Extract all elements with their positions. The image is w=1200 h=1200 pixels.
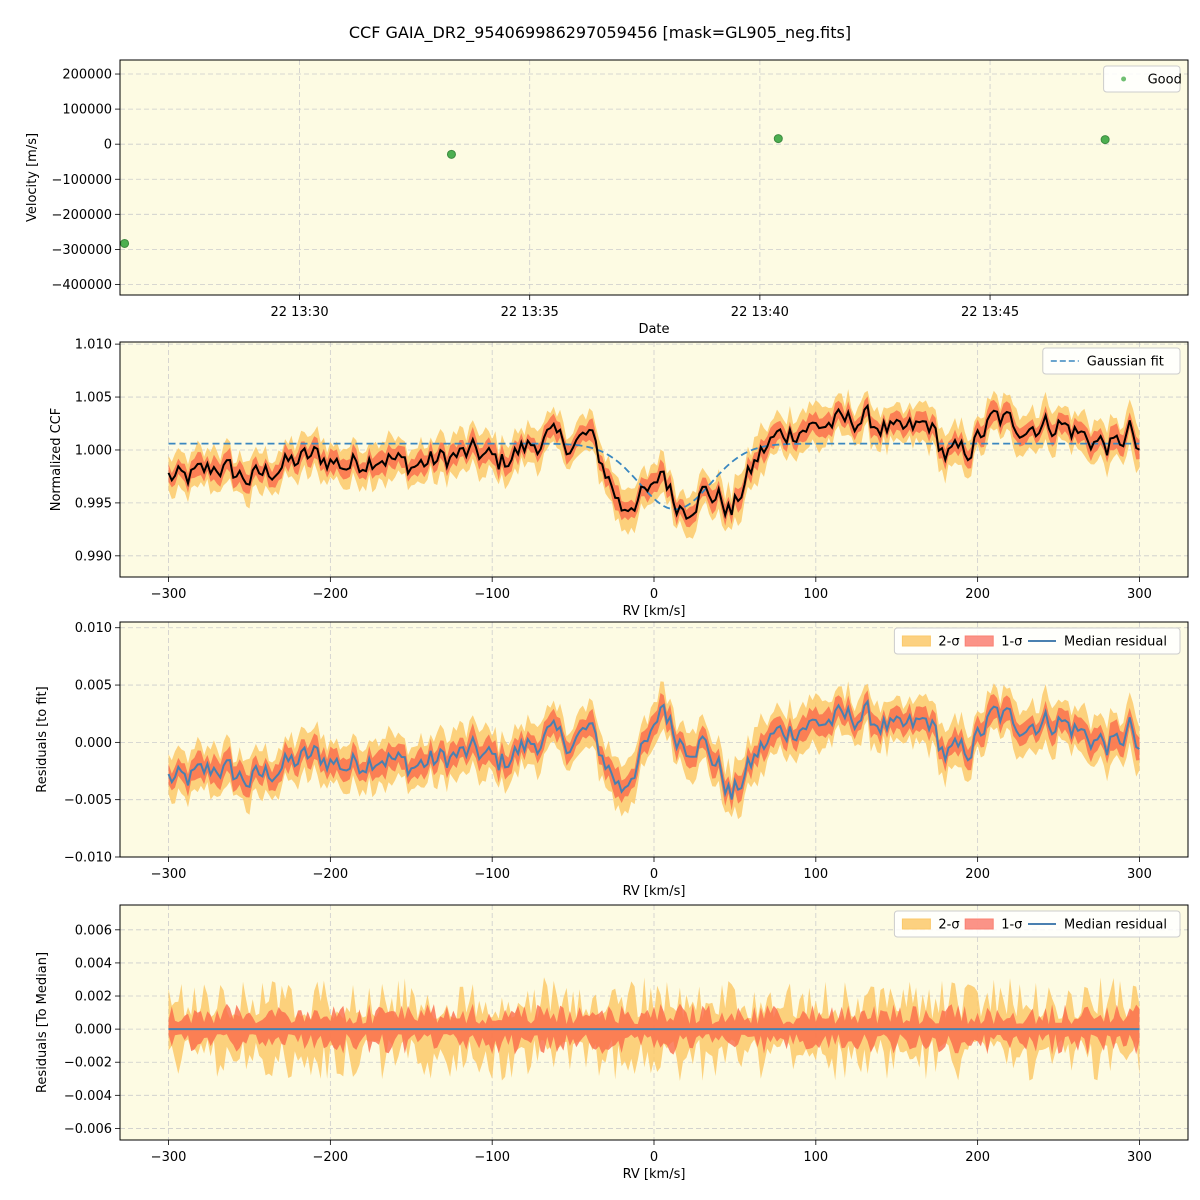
y-tick-label: 0.995: [75, 496, 112, 511]
legend: Good: [1103, 65, 1182, 93]
x-tick-label: 200: [965, 1150, 990, 1165]
x-tick-label: 22 13:35: [501, 305, 559, 320]
legend-marker: [901, 918, 931, 930]
x-tick-label: 22 13:30: [270, 305, 328, 320]
legend-label: 2-σ: [938, 635, 959, 650]
velocity-point: [446, 149, 456, 159]
axes-frame: [119, 59, 1189, 296]
panel-ccf: −300 −200 −100 0 100 200 300 0.990 0.995 1.000 1.0…: [49, 338, 1189, 619]
y-tick-label: −400000: [51, 278, 112, 293]
y-tick-label: 0.004: [75, 956, 112, 971]
axes-frame: [119, 621, 1189, 858]
x-tick-label: −300: [151, 867, 187, 882]
legend: 2-σ 1-σ Median residual: [893, 627, 1181, 655]
legend: Gaussian fit: [1042, 347, 1181, 375]
y-tick-label: −0.006: [64, 1122, 112, 1137]
x-tick-label: 200: [965, 867, 990, 882]
median-residual-line: [167, 698, 1140, 800]
y-tick-label: −200000: [51, 208, 112, 223]
axes-frame: [119, 904, 1189, 1141]
panel-velocity: 22 13:30 22 13:35 22 13:40 22 13:45 −400000 −…: [25, 59, 1189, 337]
y-tick-label: 200000: [62, 68, 112, 83]
y-tick-label: −0.005: [64, 793, 112, 808]
y-tick-label: −0.010: [64, 851, 112, 866]
y-tick-label: 0.005: [75, 679, 112, 694]
x-axis-label: RV [km/s]: [623, 1167, 686, 1182]
y-axis-label: Velocity [m/s]: [25, 133, 40, 222]
x-axis-label: RV [km/s]: [623, 884, 686, 899]
x-tick-label: −200: [313, 867, 349, 882]
velocity-point: [773, 134, 783, 144]
x-tick-label: −100: [474, 867, 510, 882]
ccf-1sigma-band: [168, 396, 1140, 528]
x-tick-label: −100: [474, 587, 510, 602]
y-axis-label: Residuals [To Median]: [35, 952, 50, 1093]
x-tick-label: 0: [650, 867, 658, 882]
x-axis-label: Date: [638, 322, 669, 337]
y-tick-label: 0.006: [75, 923, 112, 938]
x-axis-label: RV [km/s]: [623, 604, 686, 619]
x-tick-label: 100: [803, 867, 828, 882]
legend-marker: [964, 635, 994, 647]
y-tick-label: −0.004: [64, 1089, 112, 1104]
x-tick-label: 200: [965, 587, 990, 602]
x-tick-label: 0: [650, 587, 658, 602]
y-tick-label: 1.010: [75, 338, 112, 353]
x-tick-label: −200: [313, 587, 349, 602]
x-tick-label: 22 13:45: [961, 305, 1019, 320]
legend-label: Good: [1148, 73, 1182, 88]
legend: 2-σ 1-σ Median residual: [893, 910, 1181, 938]
x-tick-label: −300: [151, 587, 187, 602]
legend-marker: [1121, 76, 1127, 82]
x-tick-label: 22 13:40: [731, 305, 789, 320]
legend-label: 2-σ: [938, 918, 959, 933]
y-tick-label: 1.005: [75, 391, 112, 406]
x-tick-label: 100: [803, 1150, 828, 1165]
x-tick-label: 300: [1127, 867, 1152, 882]
y-axis-label: Residuals [to fit]: [35, 686, 50, 792]
x-tick-label: −300: [151, 1150, 187, 1165]
y-tick-label: −300000: [51, 243, 112, 258]
legend-label: Gaussian fit: [1087, 355, 1164, 370]
y-tick-label: 0.000: [75, 736, 112, 751]
y-tick-label: 1.000: [75, 443, 112, 458]
x-tick-label: 300: [1127, 587, 1152, 602]
x-tick-label: 0: [650, 1150, 658, 1165]
x-tick-label: 300: [1127, 1150, 1152, 1165]
x-tick-label: 100: [803, 587, 828, 602]
resid-1sigma-band: [168, 690, 1140, 811]
velocity-point: [120, 238, 130, 248]
x-tick-label: −100: [474, 1150, 510, 1165]
legend-label: 1-σ: [1001, 635, 1022, 650]
legend-marker: [901, 635, 931, 647]
grid: [120, 60, 1188, 295]
legend-label: Median residual: [1064, 635, 1167, 650]
y-axis-label: Normalized CCF: [49, 408, 64, 512]
legend-marker: [964, 918, 994, 930]
y-tick-label: 100000: [62, 103, 112, 118]
legend-box: [1103, 65, 1181, 93]
figure-title: CCF GAIA_DR2_954069986297059456 [mask=GL…: [349, 23, 851, 43]
legend-label: Median residual: [1064, 918, 1167, 933]
plot-area: [120, 60, 1188, 295]
y-tick-label: 0.010: [75, 621, 112, 636]
axes-frame: [119, 341, 1189, 578]
y-tick-label: 0.002: [75, 990, 112, 1005]
y-tick-label: 0.000: [75, 1023, 112, 1038]
grid: [120, 342, 1188, 577]
legend-label: 1-σ: [1001, 918, 1022, 933]
legend-box: [1042, 347, 1181, 375]
x-tick-label: −200: [313, 1150, 349, 1165]
y-tick-label: 0: [104, 138, 112, 153]
velocity-point: [1100, 135, 1110, 145]
y-tick-label: 0.990: [75, 549, 112, 564]
panel-resid_median: −300 −200 −100 0 100 200 300 −0.006 −0.004 −0.002…: [35, 904, 1189, 1182]
y-tick-label: −0.002: [64, 1056, 112, 1071]
y-tick-label: −100000: [51, 173, 112, 188]
panel-resid_fit: −300 −200 −100 0 100 200 300 −0.010 −0.005 0.000 0…: [35, 621, 1189, 899]
ccf-median-line: [167, 403, 1140, 520]
